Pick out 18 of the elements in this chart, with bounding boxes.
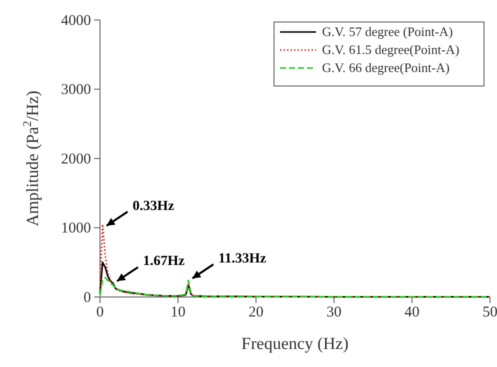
annotation: 11.33Hz xyxy=(218,251,266,266)
y-tick-label: 0 xyxy=(84,290,91,306)
x-tick-label: 0 xyxy=(96,304,104,321)
x-tick-label: 20 xyxy=(248,304,264,321)
annotation: 0.33Hz xyxy=(132,198,174,214)
y-tick-label: 2000 xyxy=(61,151,91,168)
legend-label: G.V. 61.5 degree(Point-A) xyxy=(322,42,460,57)
x-tick-label: 40 xyxy=(404,304,420,321)
annotation: 1.67Hz xyxy=(143,254,185,270)
x-tick-label: 10 xyxy=(170,304,186,321)
legend-label: G.V. 57 degree (Point-A) xyxy=(322,24,453,39)
y-tick-label: 1000 xyxy=(61,220,91,237)
x-tick-label: 30 xyxy=(326,304,342,321)
y-tick-label: 4000 xyxy=(61,12,91,29)
legend-label: G.V. 66 degree(Point-A) xyxy=(322,60,450,75)
x-tick-label: 50 xyxy=(482,304,497,321)
x-axis-title: Frequency (Hz) xyxy=(241,334,349,353)
y-tick-label: 3000 xyxy=(61,82,91,98)
